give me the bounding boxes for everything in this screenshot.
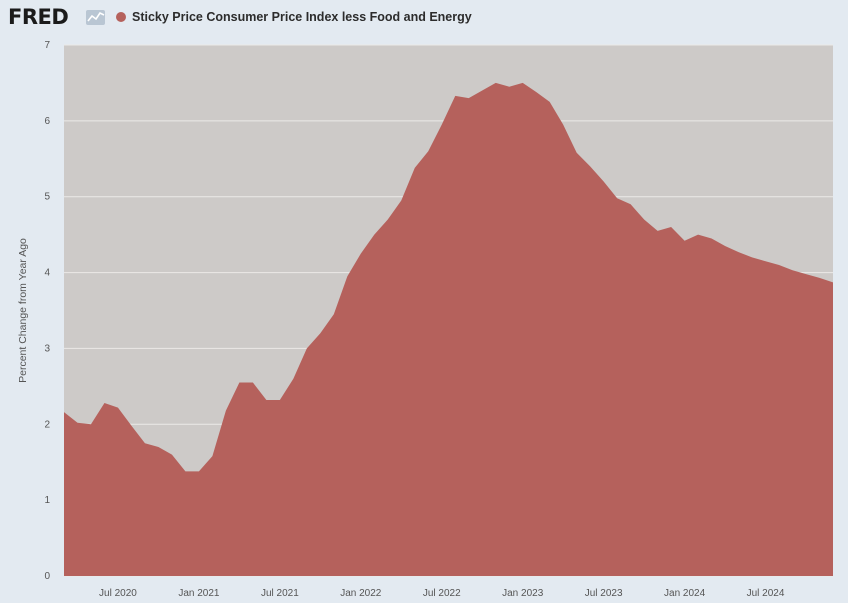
data-point[interactable] <box>291 377 295 381</box>
data-point[interactable] <box>89 422 93 426</box>
data-point[interactable] <box>494 81 498 85</box>
data-point[interactable] <box>183 469 187 473</box>
data-point[interactable] <box>372 233 376 237</box>
data-point[interactable] <box>710 236 714 240</box>
data-point[interactable] <box>615 196 619 200</box>
data-point[interactable] <box>251 381 255 385</box>
chart-header: FRED Sticky Price Consumer Price Index l… <box>0 0 848 36</box>
fred-chart-mark-icon <box>86 10 105 25</box>
data-point[interactable] <box>453 94 457 98</box>
data-point[interactable] <box>237 381 241 385</box>
data-point[interactable] <box>332 312 336 316</box>
data-point[interactable] <box>737 250 741 254</box>
data-point[interactable] <box>696 233 700 237</box>
data-point[interactable] <box>575 151 579 155</box>
x-tick-label: Jan 2022 <box>340 588 382 599</box>
data-point[interactable] <box>467 96 471 100</box>
data-point[interactable] <box>386 217 390 221</box>
data-point[interactable] <box>480 89 484 93</box>
data-point[interactable] <box>642 217 646 221</box>
data-point[interactable] <box>62 410 66 414</box>
data-point[interactable] <box>669 225 673 229</box>
data-point[interactable] <box>629 202 633 206</box>
data-point[interactable] <box>116 406 120 410</box>
data-point[interactable] <box>818 276 822 280</box>
data-point[interactable] <box>656 229 660 233</box>
x-tick-label: Jul 2024 <box>747 588 785 599</box>
data-point[interactable] <box>683 239 687 243</box>
data-point[interactable] <box>75 421 79 425</box>
data-point[interactable] <box>804 272 808 276</box>
data-point[interactable] <box>588 164 592 168</box>
data-point[interactable] <box>210 454 214 458</box>
data-point[interactable] <box>318 331 322 335</box>
fred-logo[interactable]: FRED <box>8 5 69 29</box>
data-point[interactable] <box>791 268 795 272</box>
x-axis-ticks: Jul 2020 Jan 2021 Jul 2021 Jan 2022 Jul 2022… <box>99 588 785 599</box>
data-point[interactable] <box>548 100 552 104</box>
data-point[interactable] <box>764 259 768 263</box>
data-point[interactable] <box>156 445 160 449</box>
data-point[interactable] <box>102 401 106 405</box>
x-tick-label: Jan 2021 <box>178 588 220 599</box>
y-tick-label: 3 <box>44 343 50 354</box>
data-point[interactable] <box>507 85 511 89</box>
x-tick-label: Jul 2022 <box>423 588 461 599</box>
y-tick-label: 6 <box>44 116 50 127</box>
legend-label: Sticky Price Consumer Price Index less F… <box>132 10 472 24</box>
data-point[interactable] <box>399 199 403 203</box>
series-area <box>64 82 833 577</box>
data-point[interactable] <box>750 255 754 259</box>
y-tick-label: 4 <box>44 268 50 279</box>
x-tick-label: Jul 2020 <box>99 588 137 599</box>
data-point[interactable] <box>170 453 174 457</box>
y-axis-ticks: 0 1 2 3 4 5 6 7 <box>44 40 50 582</box>
data-point[interactable] <box>426 149 430 153</box>
data-point[interactable] <box>561 123 565 127</box>
y-tick-label: 5 <box>44 192 50 203</box>
y-tick-label: 1 <box>44 495 50 506</box>
data-point[interactable] <box>305 346 309 350</box>
data-point[interactable] <box>723 244 727 248</box>
legend-swatch <box>116 12 126 22</box>
data-point[interactable] <box>359 252 363 256</box>
data-point[interactable] <box>264 398 268 402</box>
x-tick-label: Jan 2024 <box>664 588 706 599</box>
data-point[interactable] <box>129 424 133 428</box>
data-point[interactable] <box>143 441 147 445</box>
data-point[interactable] <box>534 90 538 94</box>
data-point[interactable] <box>831 280 835 284</box>
data-point[interactable] <box>777 263 781 267</box>
x-tick-label: Jul 2021 <box>261 588 299 599</box>
data-point[interactable] <box>224 409 228 413</box>
data-point[interactable] <box>440 123 444 127</box>
x-tick-label: Jan 2023 <box>502 588 544 599</box>
data-point[interactable] <box>602 180 606 184</box>
legend: Sticky Price Consumer Price Index less F… <box>116 10 472 24</box>
y-tick-label: 2 <box>44 419 50 430</box>
y-axis-title: Percent Change from Year Ago <box>17 238 29 383</box>
data-point[interactable] <box>521 81 525 85</box>
data-point[interactable] <box>345 274 349 278</box>
y-tick-label: 7 <box>44 40 50 51</box>
data-point[interactable] <box>413 166 417 170</box>
data-point[interactable] <box>197 469 201 473</box>
y-tick-label: 0 <box>44 571 50 582</box>
x-tick-label: Jul 2023 <box>585 588 623 599</box>
data-point[interactable] <box>278 398 282 402</box>
